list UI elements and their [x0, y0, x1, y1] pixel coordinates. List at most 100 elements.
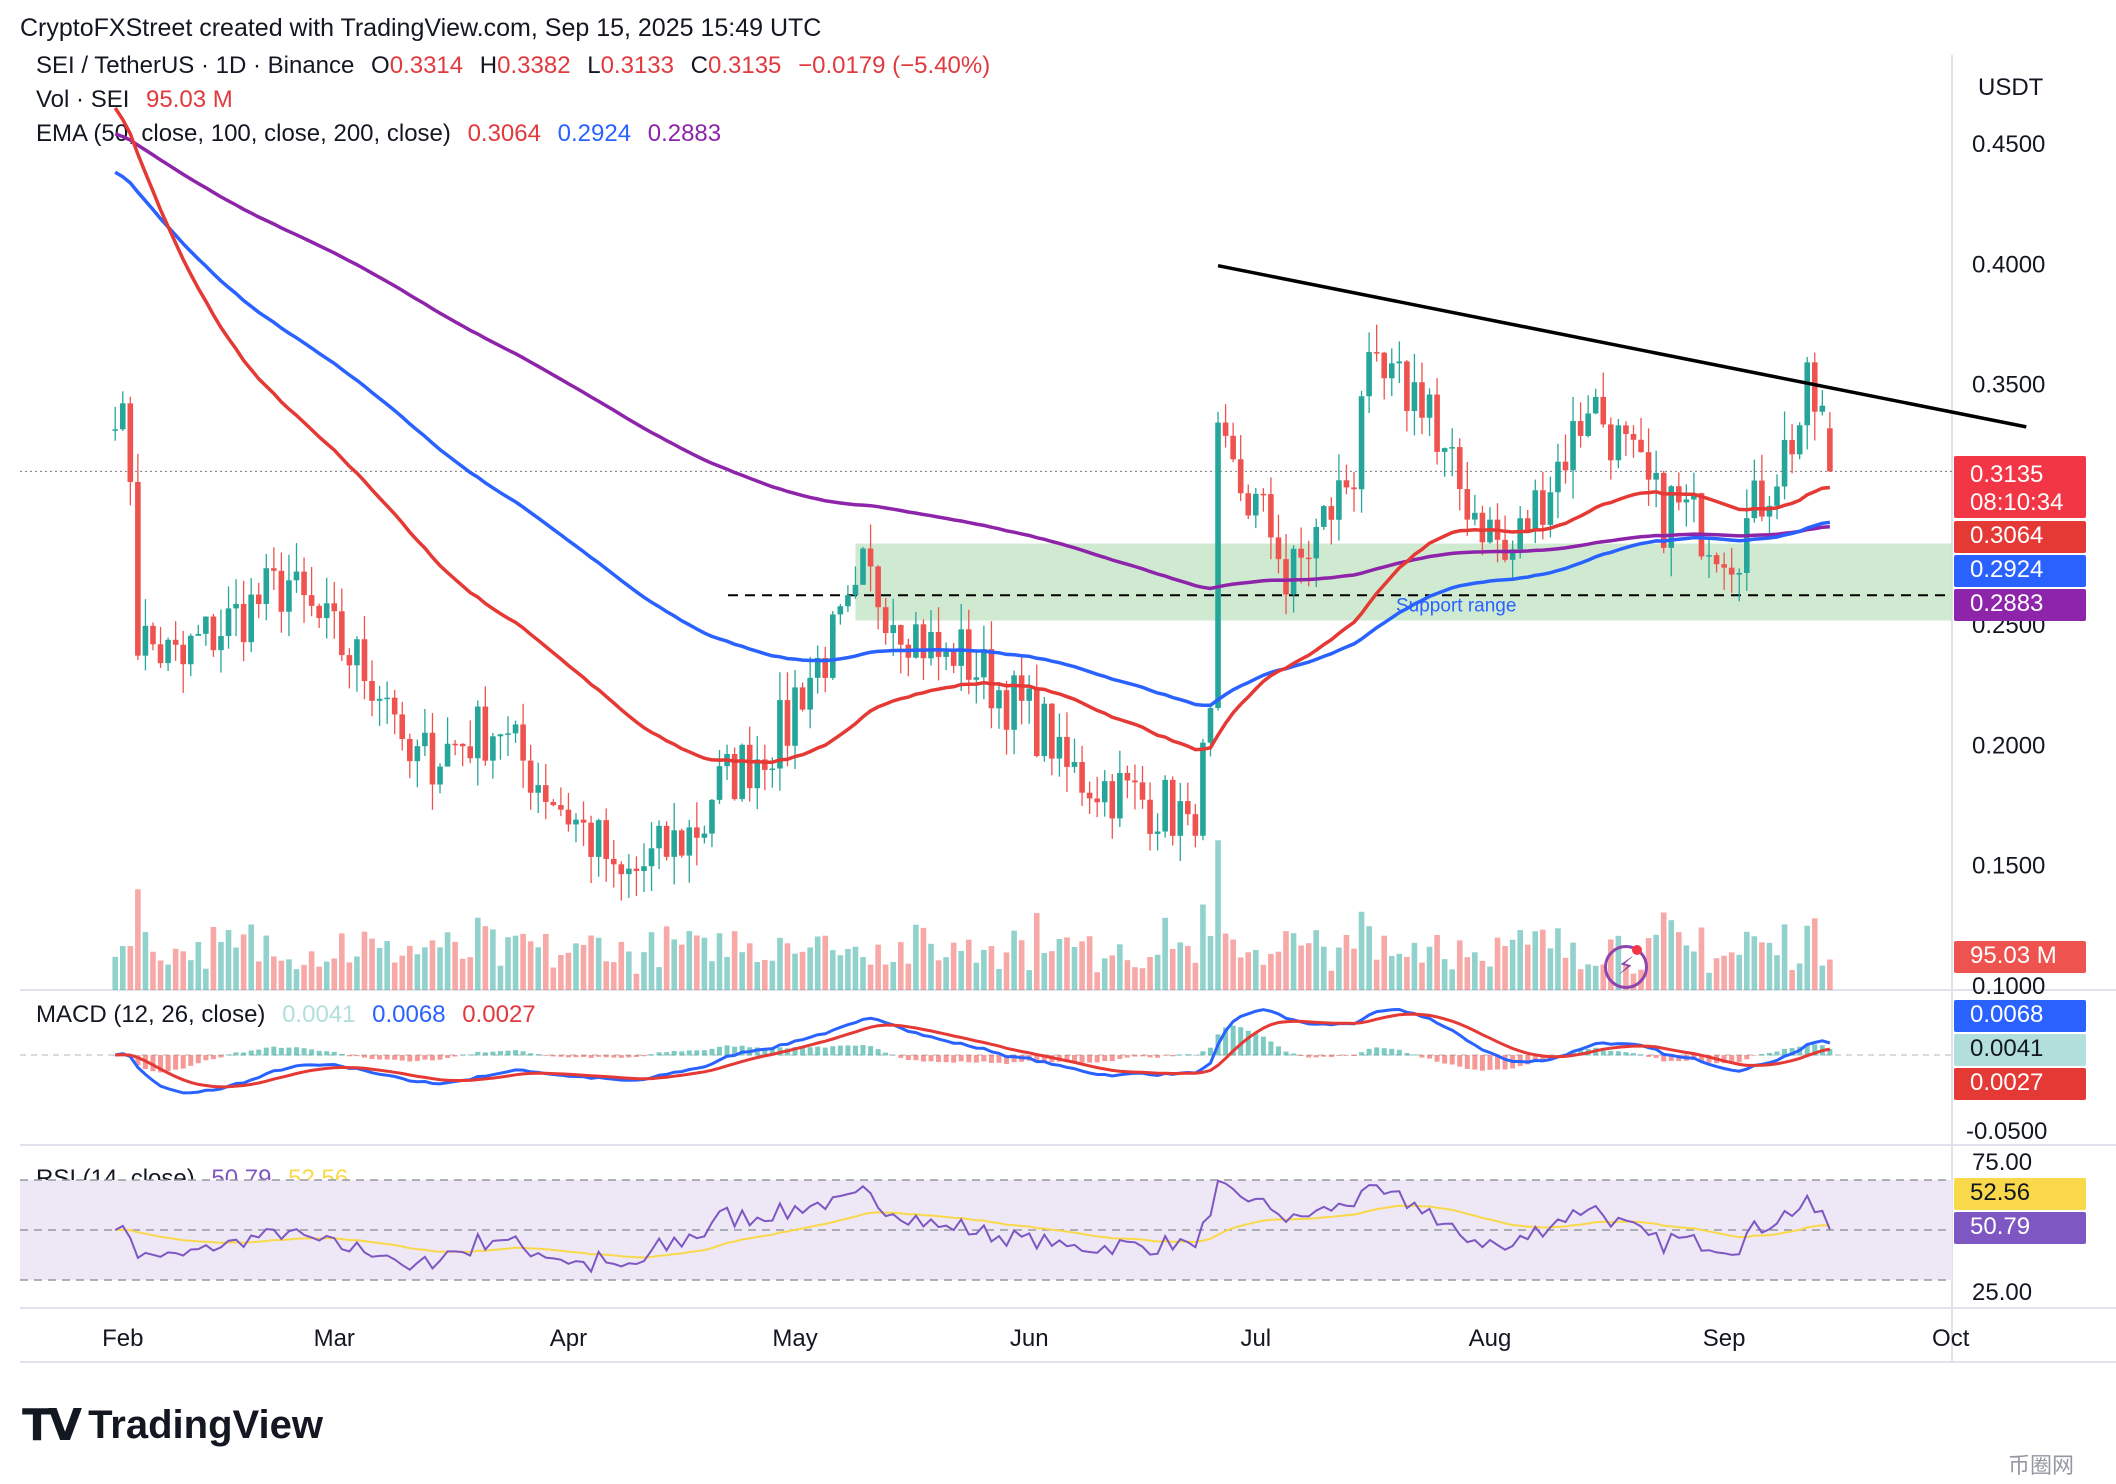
macd-histogram-bar [377, 1055, 383, 1060]
volume-bar [1524, 944, 1531, 990]
macd-histogram-bar [1019, 1055, 1025, 1062]
macd-histogram-bar [195, 1055, 201, 1064]
candle-body [1003, 690, 1010, 730]
macd-histogram-bar [1827, 1048, 1833, 1056]
volume-bar [1562, 957, 1569, 990]
candle-body [301, 571, 307, 596]
candle-body [1653, 472, 1659, 480]
macd-histogram-bar [528, 1053, 534, 1056]
macd-histogram-bar [837, 1045, 843, 1056]
macd-histogram-bar [1585, 1048, 1591, 1056]
flash-icon[interactable]: ⚡ [1604, 945, 1648, 989]
macd-histogram-bar [173, 1055, 179, 1070]
macd-histogram-bar [1630, 1053, 1636, 1056]
tradingview-logo[interactable]: 𝗧𝗩 TradingView [22, 1400, 323, 1451]
change-value: −0.0179 (−5.40%) [798, 52, 991, 79]
candle-body [316, 605, 322, 619]
macd-histogram-bar [158, 1055, 164, 1073]
macd-histogram-bar [210, 1055, 216, 1060]
macd-histogram-bar [1419, 1055, 1425, 1058]
price-tick-label: 0.4500 [1972, 131, 2045, 158]
macd-histogram-bar [256, 1049, 262, 1056]
volume-bar [142, 932, 149, 990]
macd-histogram-bar [958, 1055, 964, 1062]
macd-histogram-bar [150, 1055, 156, 1072]
volume-bar [1011, 930, 1017, 990]
macd-legend[interactable]: MACD (12, 26, close) 0.0041 0.0068 0.002… [36, 1001, 546, 1029]
candle-body [1064, 736, 1070, 767]
volume-bar [1728, 952, 1735, 990]
volume-bar [1804, 925, 1811, 990]
macd-histogram-bar [1117, 1055, 1123, 1059]
volume-bar [603, 961, 609, 990]
macd-histogram-bar [120, 1053, 126, 1056]
candle-body [716, 766, 723, 800]
macd-histogram-bar [1275, 1046, 1281, 1056]
candle-body [1162, 779, 1168, 832]
volume-bar [890, 961, 897, 990]
ema200-value: 0.2883 [647, 120, 722, 147]
macd-histogram-bar [1623, 1052, 1629, 1056]
candle-body [497, 734, 504, 737]
candle-body [822, 657, 829, 678]
macd-histogram-bar [1351, 1055, 1357, 1056]
volume-bar [1668, 920, 1675, 990]
macd-histogram-bar [1230, 1025, 1236, 1056]
time-tick-label: Oct [1932, 1325, 1970, 1352]
rsi-tick-label: 75.00 [1972, 1149, 2032, 1176]
candle-body [1592, 396, 1599, 414]
candle-body [860, 548, 866, 585]
volume-bar [1743, 931, 1750, 990]
ema100-value: 0.2924 [557, 120, 632, 147]
candle-body [694, 827, 700, 838]
macd-histogram-bar [1729, 1055, 1735, 1063]
symbol-legend[interactable]: SEI / TetherUS · 1D · Binance O0.3314 H0… [36, 52, 1000, 80]
candle-body [172, 639, 179, 645]
volume-bar [165, 964, 171, 990]
volume-legend[interactable]: Vol · SEI 95.03 M [36, 86, 243, 114]
macd-histogram-bar [1064, 1055, 1070, 1063]
macd-histogram-bar [875, 1049, 881, 1056]
volume-bar [1706, 972, 1712, 990]
macd-histogram-bar [905, 1055, 911, 1061]
macd-histogram-bar [724, 1045, 730, 1056]
candle-body [1464, 489, 1471, 520]
candle-body [1426, 394, 1433, 418]
macd-histogram-bar [1812, 1044, 1818, 1056]
volume-bar [1827, 959, 1833, 990]
macd-histogram-bar [1782, 1048, 1788, 1056]
macd-histogram-bar [603, 1055, 609, 1058]
time-tick-label: May [772, 1325, 817, 1352]
volume-bar [1366, 926, 1372, 990]
volume-bar [271, 956, 277, 990]
macd-histogram-bar [769, 1049, 775, 1056]
macd-hist-badge-text: 0.0041 [1970, 1035, 2043, 1062]
candle-body [1759, 480, 1765, 517]
volume-bar [565, 952, 572, 990]
volume-bar [724, 956, 730, 990]
macd-histogram-bar [588, 1055, 594, 1059]
volume-bar [1434, 934, 1440, 990]
volume-bar [641, 952, 647, 990]
macd-label[interactable]: MACD (12, 26, close) [36, 1001, 266, 1028]
volume-bar [1169, 948, 1176, 990]
candle-body [1147, 799, 1153, 834]
volume-bar [762, 959, 768, 990]
low-label: L [587, 52, 601, 79]
volume-bar [1124, 960, 1131, 990]
volume-bar [293, 969, 300, 990]
candle-body [1827, 428, 1833, 472]
price-tick-label: 0.2000 [1972, 732, 2045, 759]
macd-histogram-bar [316, 1050, 322, 1056]
symbol-name[interactable]: SEI / TetherUS · 1D · Binance [36, 52, 355, 79]
close-label: C [690, 52, 708, 79]
volume-label[interactable]: Vol · SEI [36, 86, 130, 113]
ema-legend[interactable]: EMA (50, close, 100, close, 200, close) … [36, 120, 731, 148]
ema-label[interactable]: EMA (50, close, 100, close, 200, close) [36, 120, 451, 147]
rsi-legend[interactable]: RSI (14, close) 50.79 52.56 [36, 1165, 358, 1193]
volume-bar [459, 958, 466, 990]
rsi-label[interactable]: RSI (14, close) [36, 1165, 195, 1192]
candle-body [1253, 493, 1259, 516]
candle-body [1237, 459, 1244, 494]
volume-bar [648, 932, 655, 990]
